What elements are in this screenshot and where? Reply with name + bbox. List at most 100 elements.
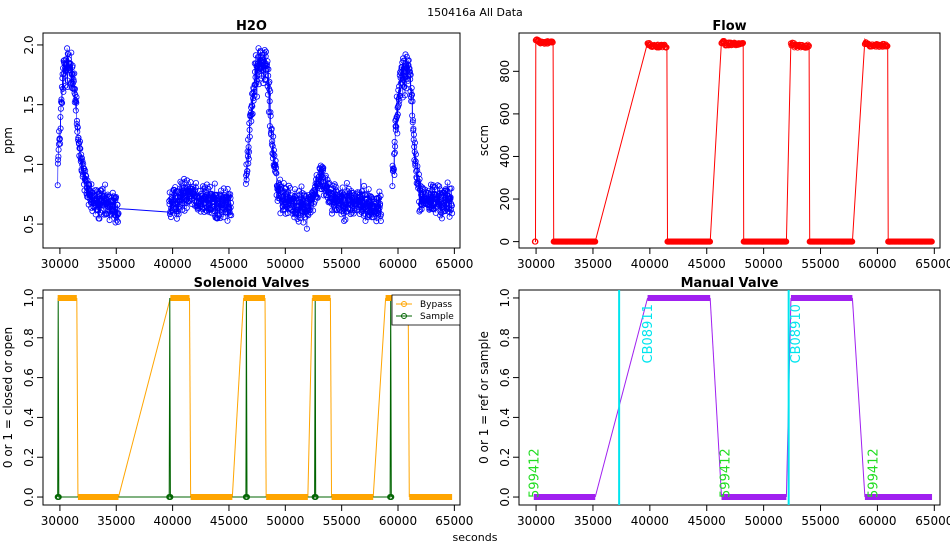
h2o-point — [109, 189, 116, 196]
h2o-point — [265, 66, 272, 73]
h2o-point — [389, 183, 396, 190]
h2o-point — [54, 182, 61, 189]
h2o-point — [273, 170, 280, 177]
y-tick-label: 600 — [498, 102, 512, 125]
h2o-point — [393, 114, 400, 121]
h2o-point — [377, 200, 384, 207]
h2o-point — [322, 172, 329, 179]
flow-point — [883, 43, 890, 50]
h2o-point — [429, 182, 436, 189]
bypass-line — [264, 297, 267, 498]
h2o-point — [57, 114, 64, 121]
x-tick-label: 55000 — [323, 257, 361, 271]
h2o-point — [71, 70, 78, 77]
h2o-point — [251, 92, 258, 99]
x-axis-label: seconds — [453, 531, 498, 544]
h2o-point — [270, 133, 277, 140]
h2o-point — [410, 131, 417, 138]
h2o-point — [57, 125, 64, 132]
h2o-point — [310, 207, 317, 214]
h2o-point — [267, 88, 274, 95]
flow-point — [928, 238, 935, 245]
h2o-point — [252, 74, 259, 81]
h2o-point — [103, 193, 110, 200]
h2o-point — [301, 191, 308, 198]
h2o-point — [392, 126, 399, 133]
legend-swatch-point — [401, 313, 407, 319]
h2o-point — [206, 183, 213, 190]
h2o-point — [113, 193, 120, 200]
h2o-point — [401, 92, 408, 99]
h2o-point — [179, 185, 186, 192]
h2o-point — [73, 99, 80, 106]
h2o-point — [255, 81, 262, 88]
h2o-point — [184, 177, 191, 184]
h2o-point — [319, 167, 326, 174]
h2o-point — [248, 118, 255, 125]
h2o-point — [192, 179, 199, 186]
h2o-point — [253, 80, 260, 87]
h2o-point — [74, 117, 81, 124]
h2o-point — [167, 214, 174, 221]
h2o-point — [377, 192, 384, 199]
h2o-point — [246, 133, 253, 140]
flow-point — [849, 238, 856, 245]
y-tick-label: 0.8 — [498, 328, 512, 347]
h2o-point — [266, 98, 273, 105]
h2o-point — [285, 206, 292, 213]
x-tick-label: 45000 — [688, 257, 726, 271]
plot-frame — [42, 289, 461, 506]
h2o-point — [252, 82, 259, 89]
x-tick-label: 55000 — [323, 514, 361, 528]
h2o-point — [258, 72, 265, 79]
h2o-point — [314, 194, 321, 201]
x-tick-label: 50000 — [745, 257, 783, 271]
flow-point — [663, 44, 670, 51]
h2o-point — [70, 78, 77, 85]
h2o-point — [409, 112, 416, 119]
h2o-point — [394, 130, 401, 137]
x-tick-label: 55000 — [801, 514, 839, 528]
x-tick-label: 50000 — [266, 514, 304, 528]
h2o-point — [57, 140, 64, 147]
h2o-point — [54, 160, 61, 167]
h2o-point — [414, 167, 421, 174]
h2o-point — [325, 179, 332, 186]
plot-frame — [518, 32, 941, 249]
h2o-point — [408, 85, 415, 92]
h2o-point — [77, 138, 84, 145]
sample-point — [312, 494, 319, 501]
h2o-point — [114, 201, 121, 208]
h2o-point — [247, 112, 254, 119]
h2o-point — [360, 182, 367, 189]
y-tick-label: 800 — [498, 60, 512, 83]
h2o-point — [412, 151, 419, 158]
h2o-point — [367, 212, 374, 219]
x-tick-label: 45000 — [688, 514, 726, 528]
h2o-point — [213, 192, 220, 199]
h2o-point — [297, 206, 304, 213]
annotation-label: 599412 — [527, 448, 542, 498]
h2o-point — [69, 62, 76, 69]
h2o-point — [407, 88, 414, 95]
y-tick-label: 0.0 — [498, 487, 512, 506]
h2o-point — [339, 184, 346, 191]
x-tick-label: 65000 — [435, 257, 473, 271]
h2o-point — [377, 217, 384, 224]
flow-point — [884, 42, 891, 50]
x-tick-label: 60000 — [379, 514, 417, 528]
h2o-point — [376, 188, 383, 195]
x-tick-label: 30000 — [41, 514, 79, 528]
y-axis-label: 0 or 1 = closed or open — [1, 327, 15, 468]
chart-title: H2O — [236, 19, 267, 34]
plot-area — [54, 45, 456, 232]
plot-area — [533, 290, 933, 505]
h2o-point — [351, 207, 358, 214]
h2o-point — [395, 87, 402, 94]
h2o-point — [411, 139, 418, 146]
h2o-point — [393, 123, 400, 130]
h2o-point — [261, 47, 268, 54]
h2o-point — [68, 49, 75, 56]
h2o-point — [196, 187, 203, 194]
h2o-point — [411, 148, 418, 155]
